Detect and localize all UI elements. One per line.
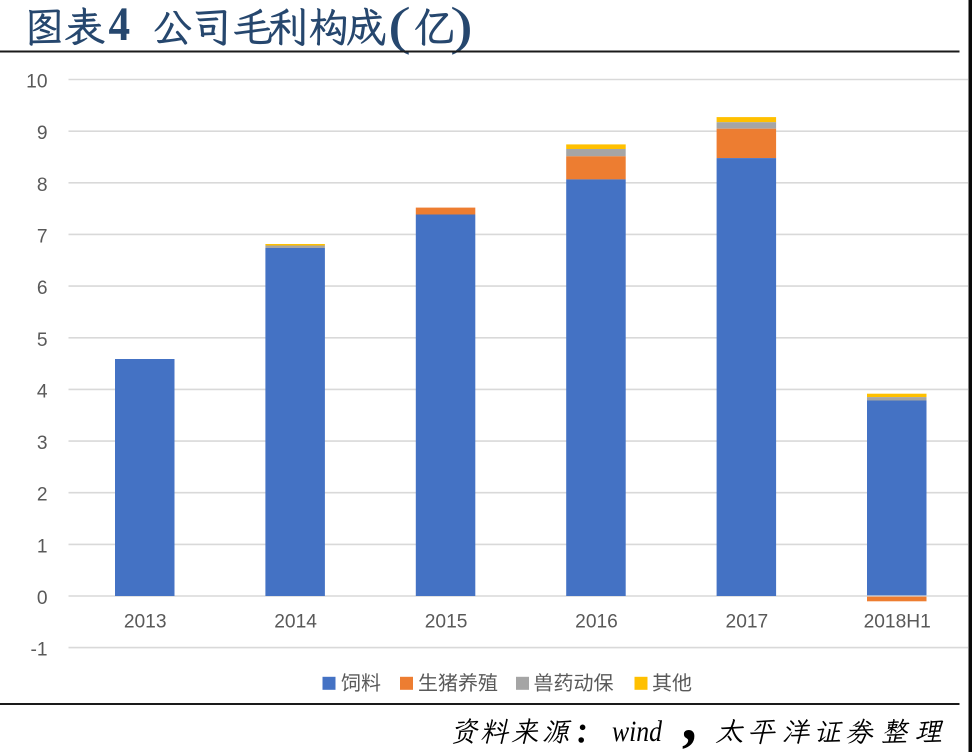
svg-text:9: 9 xyxy=(37,123,48,144)
svg-text:,: , xyxy=(682,685,700,752)
svg-text:7: 7 xyxy=(37,226,48,247)
svg-text:2013: 2013 xyxy=(124,612,167,633)
svg-text:8: 8 xyxy=(37,175,48,196)
svg-text:0: 0 xyxy=(37,588,48,609)
svg-text:5: 5 xyxy=(37,330,48,351)
svg-text:2018H1: 2018H1 xyxy=(864,612,931,633)
svg-text:2017: 2017 xyxy=(726,612,769,633)
svg-text:4: 4 xyxy=(37,381,48,402)
svg-text:2014: 2014 xyxy=(274,612,317,633)
svg-text:3: 3 xyxy=(37,433,48,454)
svg-text:2016: 2016 xyxy=(575,612,618,633)
svg-text:2: 2 xyxy=(37,485,48,506)
svg-text:wind: wind xyxy=(612,715,663,748)
svg-text:6: 6 xyxy=(37,278,48,299)
svg-text:10: 10 xyxy=(26,72,47,93)
svg-text:2015: 2015 xyxy=(425,612,468,633)
svg-text:1: 1 xyxy=(37,536,48,557)
svg-text:-1: -1 xyxy=(30,640,47,661)
